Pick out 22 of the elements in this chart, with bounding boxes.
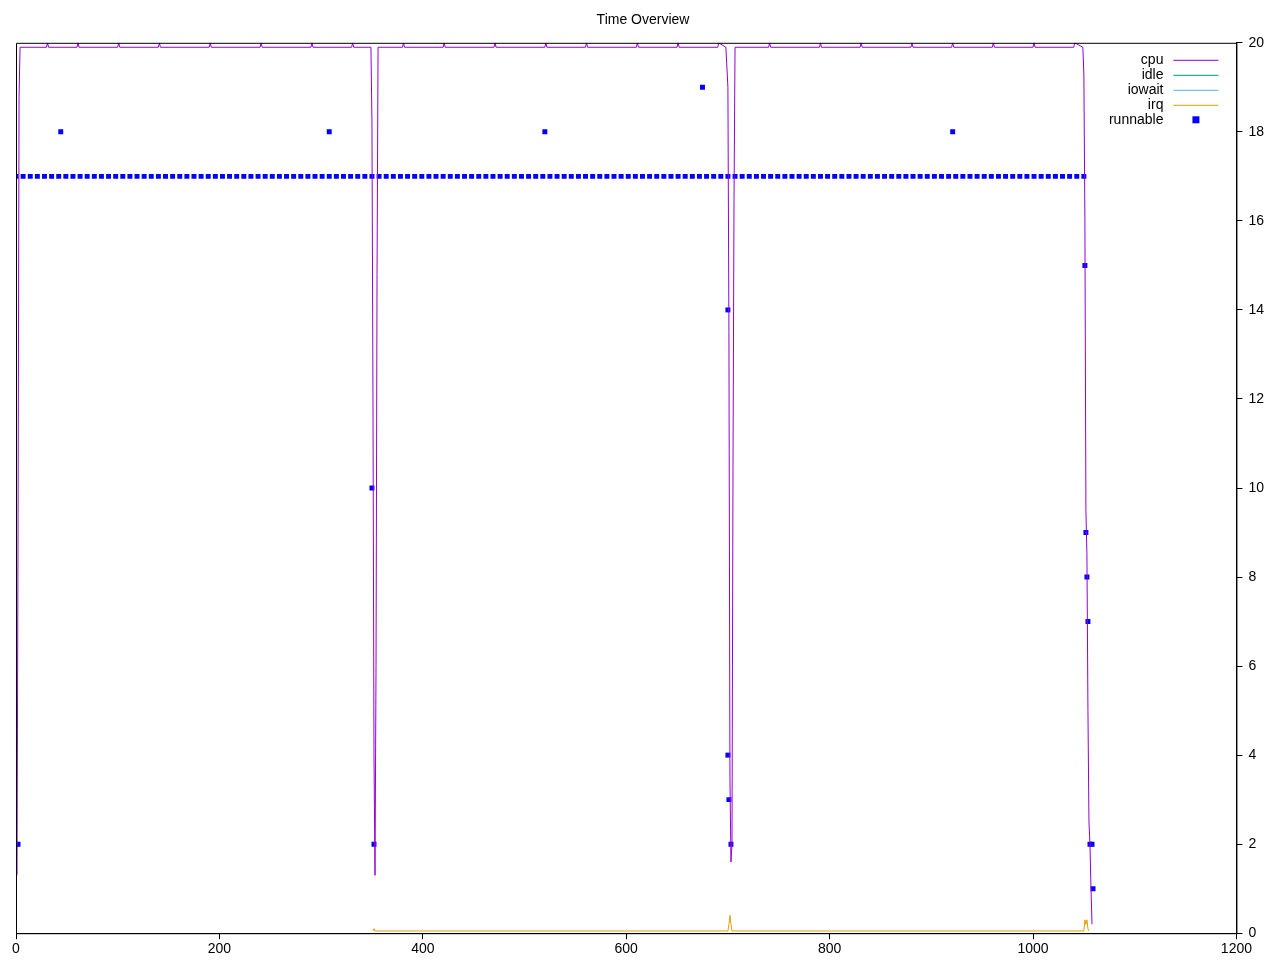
x-tick-label: 600 (614, 940, 639, 957)
y-tick-label: 18 (1248, 122, 1265, 139)
x-tick-label: 1200 (1220, 940, 1253, 957)
legend-label: irq (1147, 95, 1164, 112)
y-tick-label: 14 (1248, 300, 1265, 317)
x-tick-label: 200 (207, 940, 232, 957)
y-tick-label: 12 (1248, 389, 1265, 406)
x-tick-label: 800 (817, 940, 842, 957)
y-tick-label: 8 (1248, 567, 1257, 584)
x-tick-label: 0 (12, 940, 21, 957)
y-tick-label: 4 (1248, 745, 1257, 762)
y-tick-label: 6 (1248, 656, 1257, 673)
y-tick-label: 0 (1248, 924, 1257, 941)
x-tick-label: 400 (411, 940, 435, 957)
chart-title: Time Overview (596, 11, 691, 28)
legend-label: iowait (1127, 80, 1164, 97)
y-tick-label: 2 (1248, 835, 1257, 852)
x-tick-label: 1000 (1017, 940, 1049, 957)
y-tick-label: 10 (1248, 478, 1265, 495)
legend-label: cpu (1140, 50, 1164, 67)
y-tick-label: 16 (1248, 211, 1265, 228)
y-tick-label: 20 (1248, 33, 1265, 50)
